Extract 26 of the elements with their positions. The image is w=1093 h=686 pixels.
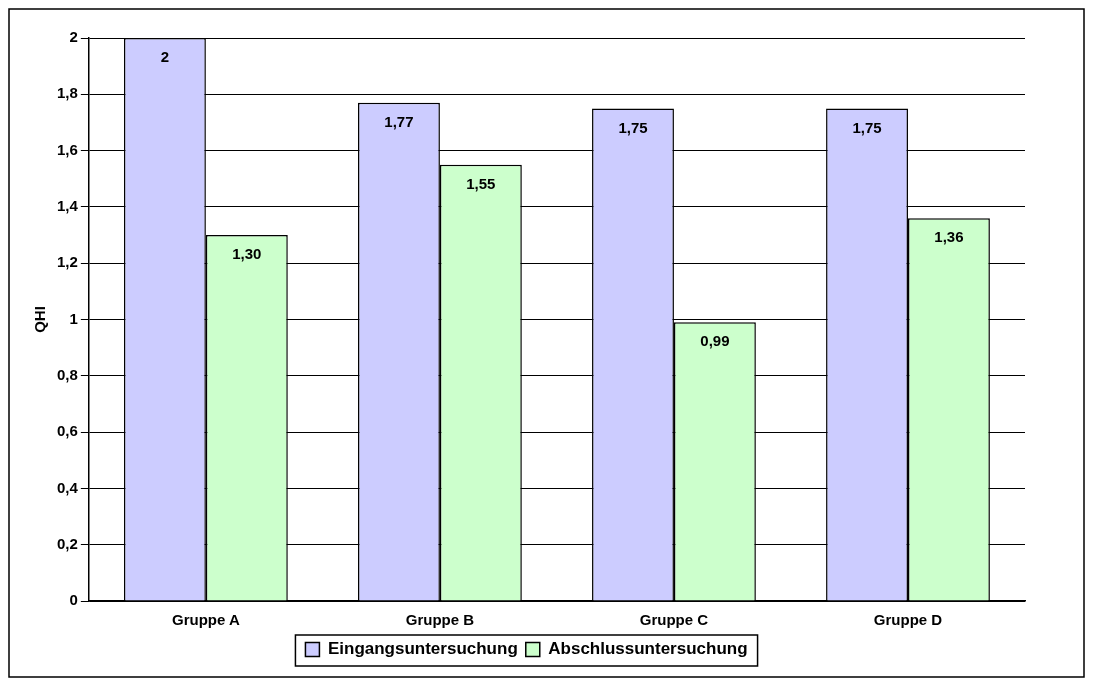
y-tick-label: 1,8 <box>56 84 78 102</box>
y-tick-label: 0,6 <box>56 422 78 440</box>
data-label: 1,77 <box>384 112 414 130</box>
y-tick-label: 0,8 <box>56 365 78 383</box>
y-axis-title: QHI <box>31 306 49 333</box>
data-label: 1,55 <box>466 174 496 192</box>
y-tick-label: 0 <box>69 591 78 609</box>
y-tick-label: 2 <box>69 28 78 46</box>
data-label: 1,36 <box>934 228 964 246</box>
data-label: 1,30 <box>232 245 262 263</box>
x-tick-label: Gruppe A <box>171 611 240 629</box>
y-tick-label: 1,6 <box>56 140 78 158</box>
legend-label: Abschlussuntersuchung <box>548 639 748 659</box>
y-tick-label: 0,4 <box>56 478 79 496</box>
y-tick-label: 0,2 <box>56 534 78 552</box>
y-tick-label: 1,4 <box>56 197 79 215</box>
x-tick-label: Gruppe D <box>873 611 943 629</box>
data-label: 1,75 <box>852 118 882 136</box>
x-tick-label: Gruppe B <box>405 611 475 629</box>
data-label: 0,99 <box>700 332 730 350</box>
data-label: 1,75 <box>618 118 648 136</box>
x-tick-label: Gruppe C <box>639 611 709 629</box>
data-label: 2 <box>160 48 170 66</box>
y-tick-label: 1,2 <box>56 253 78 271</box>
y-tick-label: 1 <box>69 309 78 327</box>
legend-label: Eingangsuntersuchung <box>327 639 518 659</box>
